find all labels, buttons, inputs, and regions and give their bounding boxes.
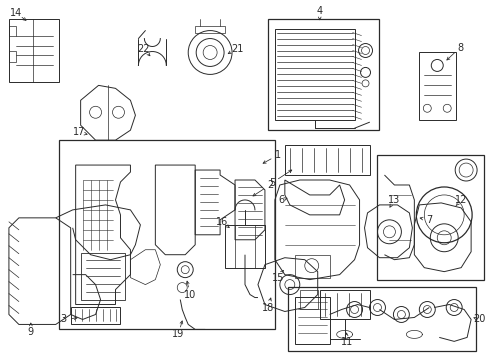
Text: 11: 11 [340, 337, 352, 347]
Text: 17: 17 [72, 127, 84, 137]
Text: 8: 8 [456, 42, 462, 53]
Text: 19: 19 [172, 329, 184, 339]
Text: 21: 21 [230, 44, 243, 54]
Text: 5: 5 [268, 178, 274, 188]
Text: 16: 16 [216, 217, 228, 227]
Text: 9: 9 [28, 327, 34, 337]
Text: 13: 13 [387, 195, 400, 205]
Text: 14: 14 [10, 8, 22, 18]
Text: 1: 1 [274, 150, 281, 160]
Text: 22: 22 [137, 44, 149, 54]
Text: 12: 12 [454, 195, 467, 205]
Text: 20: 20 [472, 314, 484, 324]
Text: 15: 15 [271, 273, 284, 283]
Text: 2: 2 [266, 180, 272, 190]
Text: 7: 7 [425, 215, 431, 225]
Text: 4: 4 [316, 6, 322, 15]
Text: 10: 10 [183, 289, 196, 300]
Text: 18: 18 [261, 302, 273, 312]
Text: 3: 3 [61, 314, 67, 324]
Text: 6: 6 [278, 195, 285, 205]
